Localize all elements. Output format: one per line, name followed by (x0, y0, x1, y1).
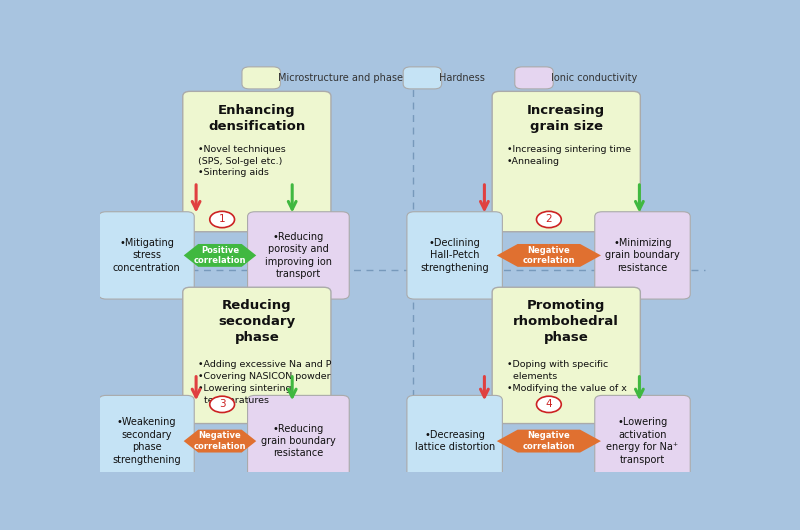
Text: •Novel techniques
(SPS, Sol-gel etc.)
•Sintering aids: •Novel techniques (SPS, Sol-gel etc.) •S… (198, 145, 286, 178)
Text: •Decreasing
lattice distortion: •Decreasing lattice distortion (414, 430, 494, 452)
Text: Ionic conductivity: Ionic conductivity (550, 73, 637, 83)
Polygon shape (184, 244, 220, 267)
Text: Positive
correlation: Positive correlation (194, 246, 246, 265)
Text: Enhancing
densification: Enhancing densification (208, 103, 306, 132)
Text: Increasing
grain size: Increasing grain size (527, 103, 606, 132)
Text: •Increasing sintering time
•Annealing: •Increasing sintering time •Annealing (507, 145, 631, 165)
FancyBboxPatch shape (492, 287, 640, 423)
Text: 2: 2 (546, 215, 552, 225)
FancyBboxPatch shape (407, 395, 502, 487)
Text: Negative
correlation: Negative correlation (522, 246, 575, 265)
Text: •Doping with specific
  elements
•Modifying the value of x: •Doping with specific elements •Modifyin… (507, 360, 627, 393)
Circle shape (210, 396, 234, 412)
Text: •Reducing
grain boundary
resistance: •Reducing grain boundary resistance (261, 423, 336, 458)
Text: •Reducing
porosity and
improving ion
transport: •Reducing porosity and improving ion tra… (265, 232, 332, 279)
Polygon shape (220, 244, 256, 267)
Circle shape (537, 211, 562, 228)
FancyBboxPatch shape (182, 91, 331, 232)
Text: Promoting
rhombohedral
phase: Promoting rhombohedral phase (514, 299, 619, 344)
Polygon shape (497, 244, 549, 267)
FancyBboxPatch shape (247, 212, 350, 299)
Circle shape (537, 396, 562, 412)
FancyBboxPatch shape (98, 212, 194, 299)
Text: •Declining
Hall-Petch
strengthening: •Declining Hall-Petch strengthening (420, 238, 489, 273)
Text: •Mitigating
stress
concentration: •Mitigating stress concentration (113, 238, 180, 273)
Text: Negative
correlation: Negative correlation (522, 431, 575, 451)
Text: 1: 1 (219, 215, 226, 225)
FancyBboxPatch shape (514, 67, 554, 89)
Text: 4: 4 (546, 400, 552, 409)
Polygon shape (497, 430, 549, 453)
Polygon shape (549, 244, 601, 267)
Text: Microstructure and phase: Microstructure and phase (278, 73, 403, 83)
Circle shape (210, 211, 234, 228)
Text: Hardness: Hardness (439, 73, 485, 83)
FancyBboxPatch shape (98, 395, 194, 487)
FancyBboxPatch shape (594, 212, 690, 299)
FancyBboxPatch shape (403, 67, 442, 89)
Text: Reducing
secondary
phase: Reducing secondary phase (218, 299, 295, 344)
FancyBboxPatch shape (182, 287, 331, 423)
Text: •Weakening
secondary
phase
strengthening: •Weakening secondary phase strengthening (112, 418, 181, 465)
Text: Negative
correlation: Negative correlation (194, 431, 246, 451)
Polygon shape (549, 430, 601, 453)
FancyBboxPatch shape (242, 67, 281, 89)
Text: •Lowering
activation
energy for Na⁺
transport: •Lowering activation energy for Na⁺ tran… (606, 418, 678, 465)
Text: •Minimizing
grain boundary
resistance: •Minimizing grain boundary resistance (605, 238, 680, 273)
FancyBboxPatch shape (247, 395, 350, 487)
FancyBboxPatch shape (407, 212, 502, 299)
Text: 3: 3 (219, 400, 226, 409)
FancyBboxPatch shape (594, 395, 690, 487)
Polygon shape (220, 430, 256, 453)
FancyBboxPatch shape (492, 91, 640, 232)
Text: •Adding excessive Na and P
•Covering NASICON powder
•Lowering sintering
  temper: •Adding excessive Na and P •Covering NAS… (198, 360, 331, 405)
Polygon shape (184, 430, 220, 453)
